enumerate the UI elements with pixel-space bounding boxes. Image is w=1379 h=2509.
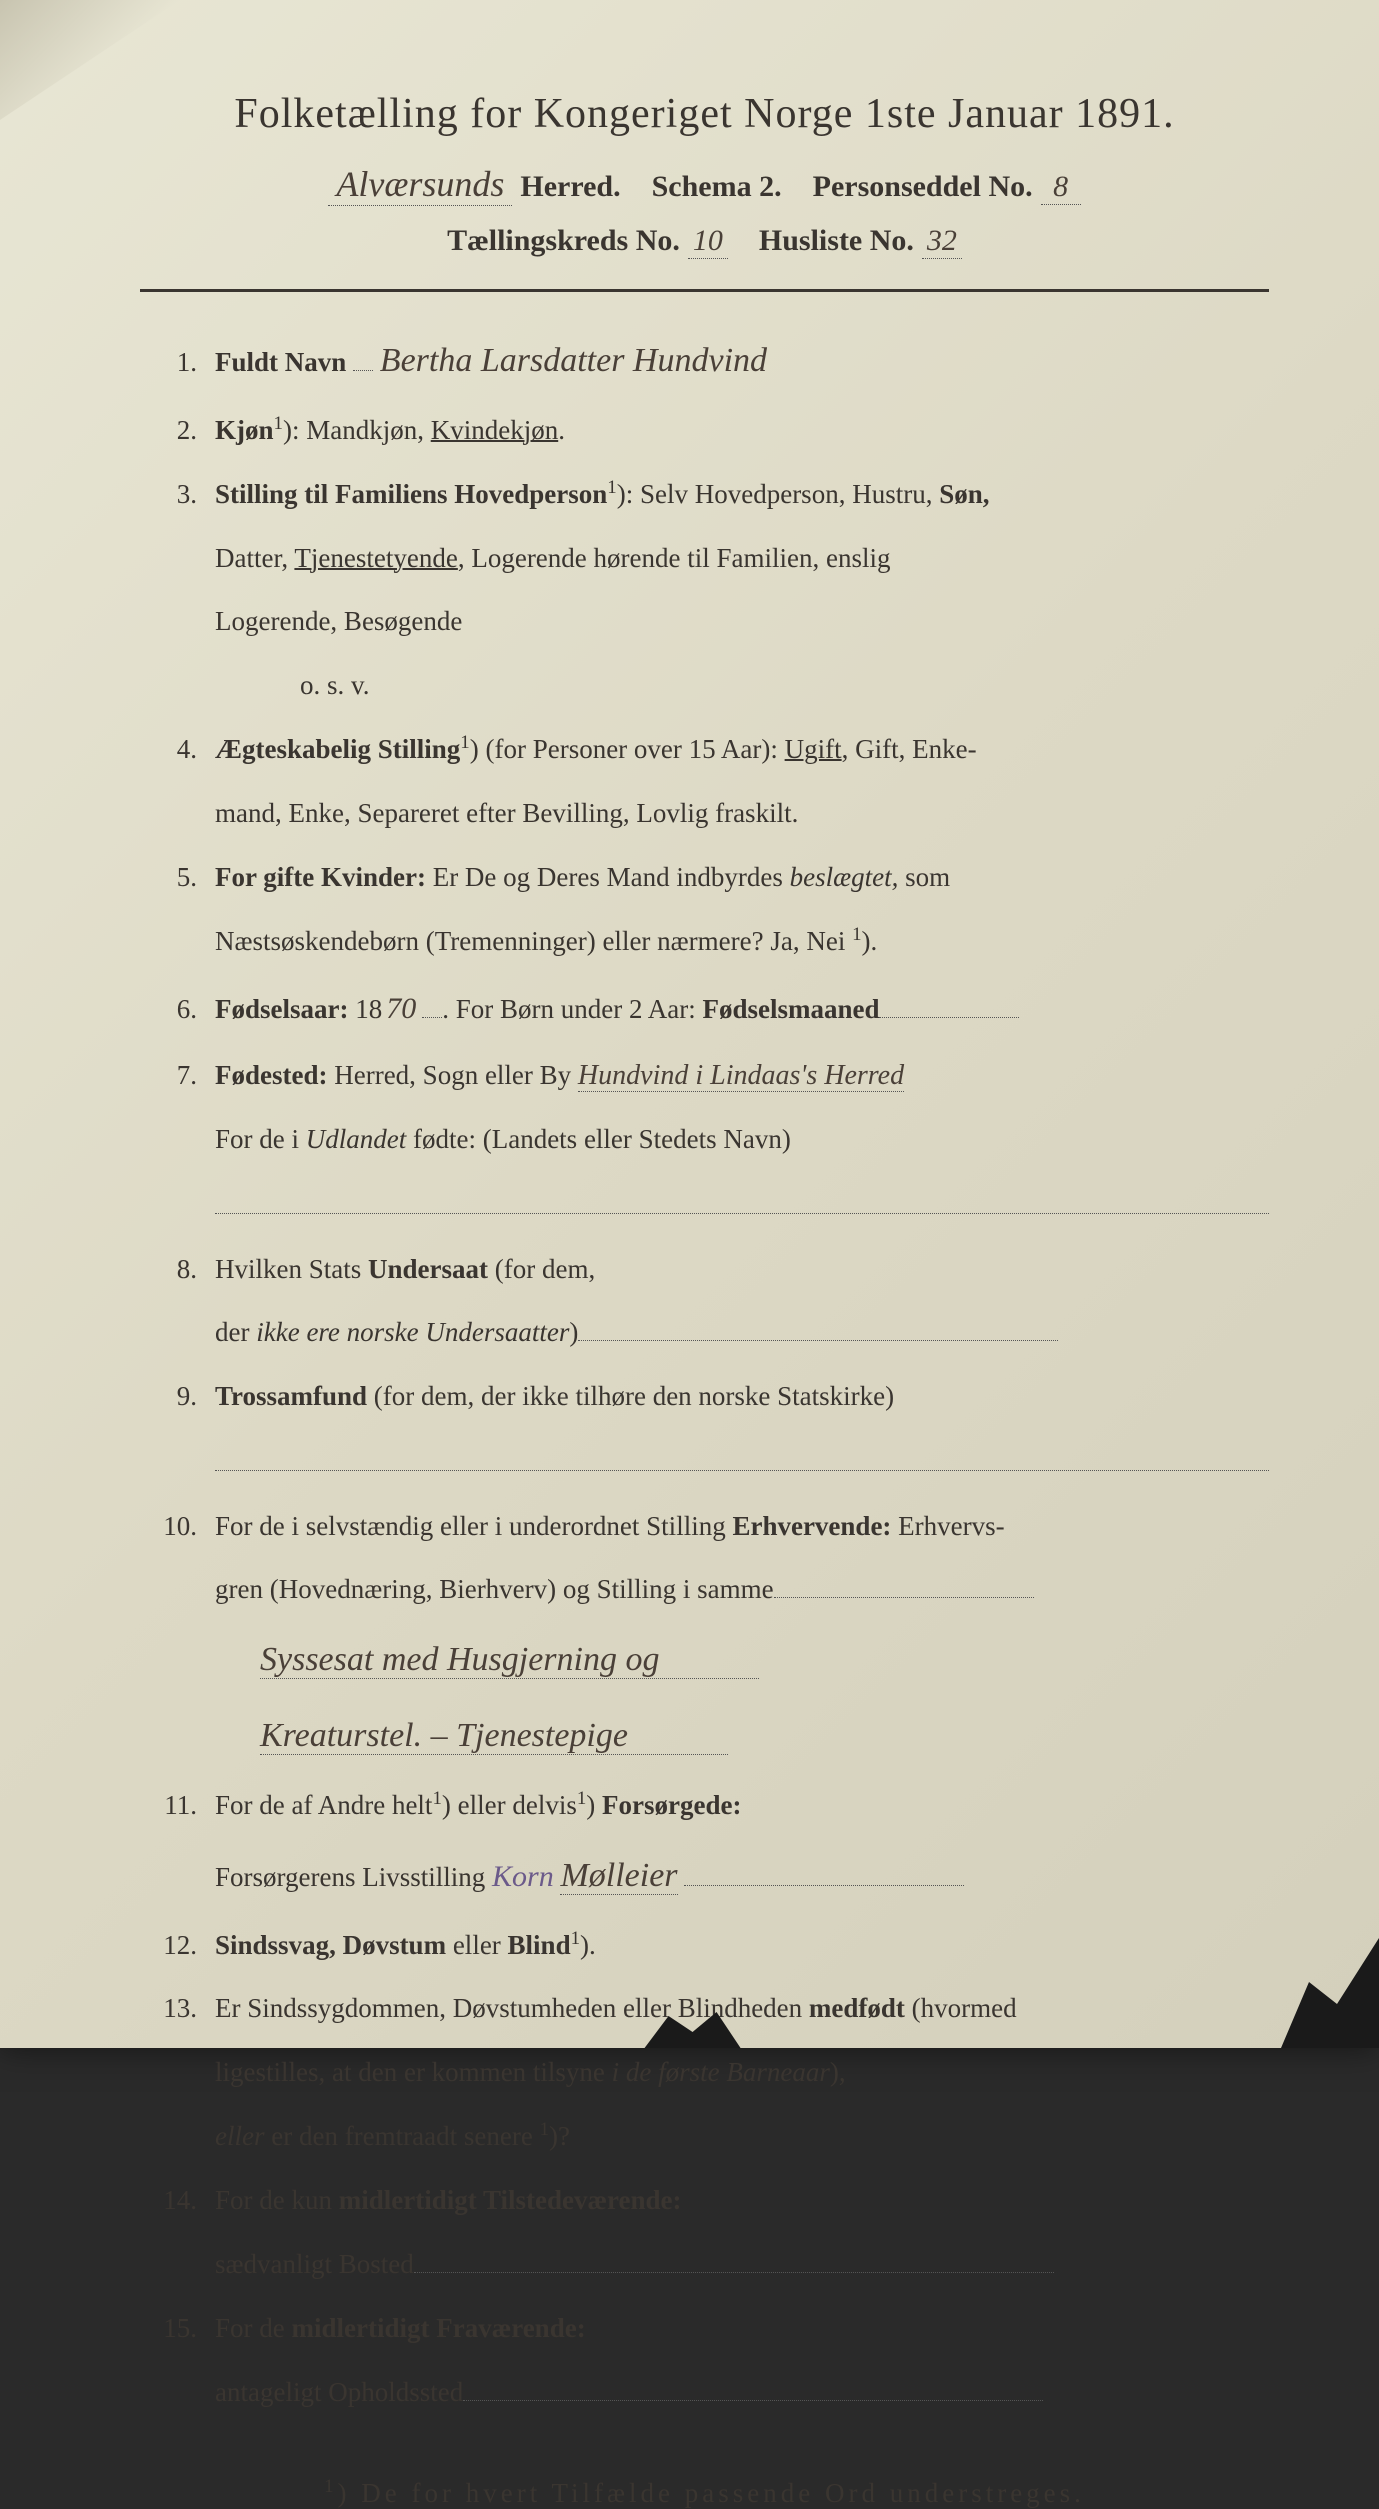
- row-4: 4. Ægteskabelig Stilling1) (for Personer…: [160, 727, 1269, 773]
- husliste-label: Husliste No.: [759, 224, 914, 258]
- row-8-cont: der ikke ere norske Undersaatter): [160, 1310, 1269, 1356]
- form-body: 1. Fuldt Navn Bertha Larsdatter Hundvind…: [140, 332, 1269, 2416]
- label-trossamfund: Trossamfund: [215, 1381, 367, 1411]
- tk-label: Tællingskreds No.: [447, 224, 680, 258]
- herred-value: Alværsunds: [328, 163, 512, 206]
- row-3-cont3: o. s. v.: [160, 663, 1269, 709]
- row-14-cont: sædvanligt Bosted: [160, 2242, 1269, 2288]
- row-num-13: 13.: [160, 1986, 215, 2032]
- row-10-value2: Kreaturstel. – Tjenestepige: [160, 1707, 1269, 1765]
- label-tilstede: midlertidigt Tilstedeværende:: [339, 2185, 682, 2215]
- row-11: 11. For de af Andre helt1) eller delvis1…: [160, 1783, 1269, 1829]
- row-2: 2. Kjøn1): Mandkjøn, Kvindekjøn.: [160, 408, 1269, 454]
- row-num-12: 12.: [160, 1923, 215, 1969]
- census-form-page: Folketælling for Kongeriget Norge 1ste J…: [0, 0, 1379, 2048]
- row-9-blank: [160, 1438, 1269, 1485]
- header-row-2: Tællingskreds No. 10 Husliste No. 32: [140, 224, 1269, 259]
- row-num-1: 1.: [160, 340, 215, 386]
- row-3-cont1: Datter, Tjenestetyende, Logerende hørend…: [160, 536, 1269, 582]
- footer-note: 1) De for hvert Tilfælde passende Ord un…: [140, 2476, 1269, 2509]
- row-7-blank: [160, 1181, 1269, 1228]
- husliste-no: 32: [922, 224, 962, 259]
- row-7: 7. Fødested: Herred, Sogn eller By Hundv…: [160, 1052, 1269, 1100]
- value-forsorger-purple: Korn: [492, 1860, 554, 1893]
- row-11-cont: Forsørgerens Livsstilling Korn Mølleier: [160, 1847, 1269, 1905]
- form-title: Folketælling for Kongeriget Norge 1ste J…: [140, 90, 1269, 138]
- row-num-8: 8.: [160, 1247, 215, 1293]
- label-gifte: For gifte Kvinder:: [215, 862, 426, 892]
- row-10-value1: Syssesat med Husgjerning og: [160, 1631, 1269, 1689]
- row-12: 12. Sindssvag, Døvstum eller Blind1).: [160, 1923, 1269, 1969]
- row-9: 9. Trossamfund (for dem, der ikke tilhør…: [160, 1374, 1269, 1420]
- personseddel-label: Personseddel No.: [813, 170, 1033, 204]
- label-stilling: Stilling til Familiens Hovedperson: [215, 479, 607, 509]
- row-num-2: 2.: [160, 408, 215, 454]
- value-stilling: Tjenestetyende: [294, 543, 457, 573]
- row-15: 15. For de midlertidigt Fraværende:: [160, 2306, 1269, 2352]
- label-erhvervende: Erhvervende:: [732, 1511, 891, 1541]
- row-num-14: 14.: [160, 2178, 215, 2224]
- value-erhverv-1: Syssesat med Husgjerning og: [260, 1641, 759, 1679]
- label-undersaat: Undersaat: [368, 1254, 488, 1284]
- row-13-cont2: eller er den fremtraadt senere 1)?: [160, 2114, 1269, 2160]
- form-header: Folketælling for Kongeriget Norge 1ste J…: [140, 90, 1269, 259]
- schema-label: Schema 2.: [652, 170, 782, 204]
- row-8: 8. Hvilken Stats Undersaat (for dem,: [160, 1247, 1269, 1293]
- value-aegteskab: Ugift: [785, 734, 842, 764]
- row-num-4: 4.: [160, 727, 215, 773]
- row-num-5: 5.: [160, 855, 215, 901]
- row-3-cont2: Logerende, Besøgende: [160, 599, 1269, 645]
- row-num-10: 10.: [160, 1504, 215, 1550]
- label-fodested: Fødested:: [215, 1060, 327, 1090]
- label-fodselsaar: Fødselsaar:: [215, 994, 348, 1024]
- row-4-cont: mand, Enke, Separeret efter Bevilling, L…: [160, 791, 1269, 837]
- value-fodested: Hundvind i Lindaas's Herred: [578, 1060, 904, 1092]
- label-navn: Fuldt Navn: [215, 347, 346, 377]
- value-fodselsaar: 70: [382, 983, 422, 1034]
- row-3: 3. Stilling til Familiens Hovedperson1):…: [160, 472, 1269, 518]
- value-navn: Bertha Larsdatter Hundvind: [380, 342, 767, 379]
- row-14: 14. For de kun midlertidigt Tilstedevære…: [160, 2178, 1269, 2224]
- value-kjon: Kvindekjøn: [431, 415, 559, 445]
- value-forsorger: Mølleier: [560, 1857, 677, 1895]
- row-1: 1. Fuldt Navn Bertha Larsdatter Hundvind: [160, 332, 1269, 390]
- label-medfodt: medfødt: [809, 1993, 905, 2023]
- row-10-cont1: gren (Hovednæring, Bierhverv) og Stillin…: [160, 1567, 1269, 1613]
- row-num-9: 9.: [160, 1374, 215, 1420]
- row-5: 5. For gifte Kvinder: Er De og Deres Man…: [160, 855, 1269, 901]
- label-fravaerende: midlertidigt Fraværende:: [292, 2313, 586, 2343]
- row-10: 10. For de i selvstændig eller i underor…: [160, 1504, 1269, 1550]
- personseddel-no: 8: [1041, 170, 1081, 205]
- herred-label: Herred.: [520, 170, 620, 204]
- row-num-7: 7.: [160, 1053, 215, 1099]
- label-forsorgede: Forsørgede:: [602, 1790, 741, 1820]
- row-7-cont: For de i Udlandet fødte: (Landets eller …: [160, 1117, 1269, 1163]
- row-num-3: 3.: [160, 472, 215, 518]
- header-divider: [140, 289, 1269, 292]
- row-5-cont: Næstsøskendebørn (Tremenninger) eller næ…: [160, 919, 1269, 965]
- header-row-1: Alværsunds Herred. Schema 2. Personsedde…: [140, 163, 1269, 206]
- label-sindssvag: Sindssvag, Døvstum: [215, 1930, 446, 1960]
- tk-no: 10: [688, 224, 728, 259]
- row-13-cont1: ligestilles, at den er kommen tilsyne i …: [160, 2050, 1269, 2096]
- label-aegteskab: Ægteskabelig Stilling: [215, 734, 460, 764]
- row-15-cont: antageligt Opholdssted: [160, 2370, 1269, 2416]
- value-erhverv-2: Kreaturstel. – Tjenestepige: [260, 1717, 728, 1755]
- row-num-11: 11.: [160, 1783, 215, 1829]
- row-6: 6. Fødselsaar: 1870. For Børn under 2 Aa…: [160, 983, 1269, 1034]
- row-num-6: 6.: [160, 987, 215, 1033]
- row-num-15: 15.: [160, 2306, 215, 2352]
- label-kjon: Kjøn: [215, 415, 274, 445]
